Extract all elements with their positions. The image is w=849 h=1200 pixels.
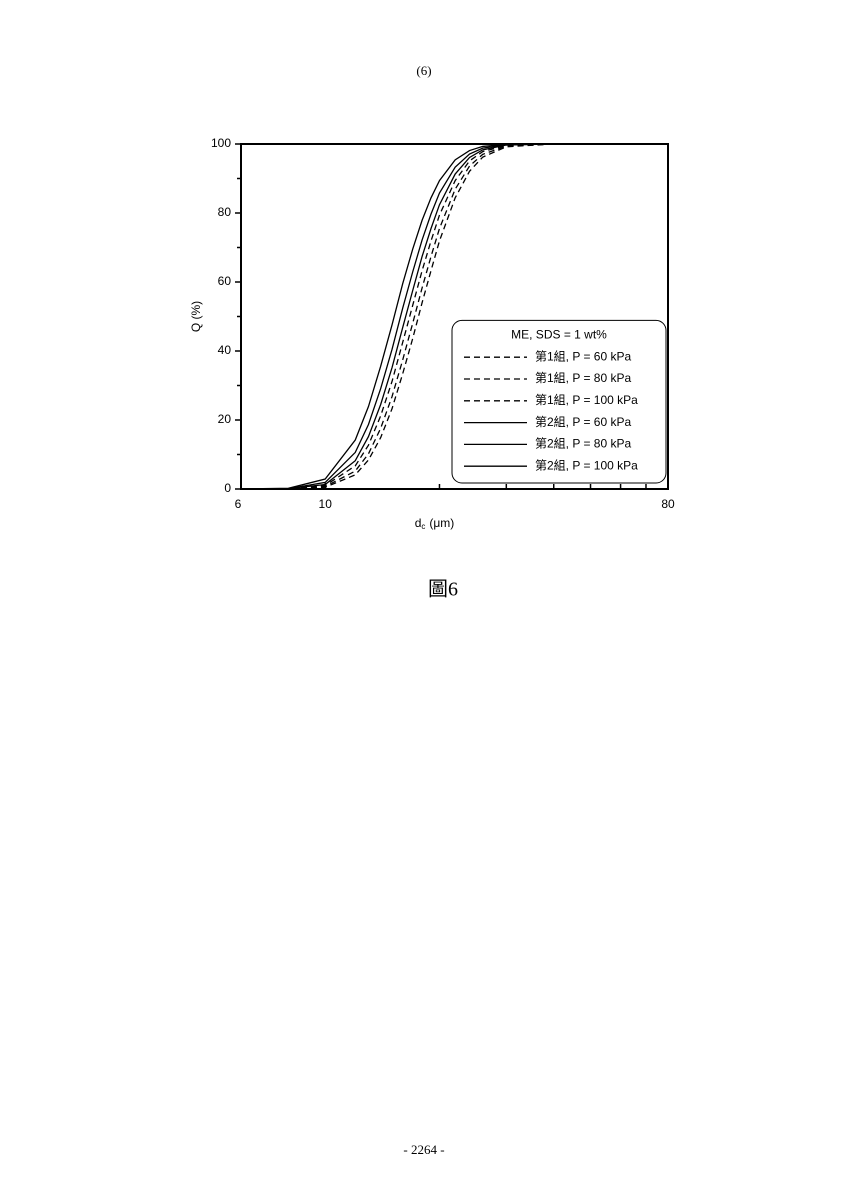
y-tick-label: 80: [218, 205, 232, 219]
y-tick-label: 100: [211, 136, 231, 150]
legend-label: 第1組, P = 80 kPa: [535, 371, 631, 385]
figure-caption: 圖6: [428, 579, 458, 601]
legend-title: ME, SDS = 1 wt%: [511, 328, 607, 342]
y-axis-label: Q (%): [189, 301, 203, 332]
x-tick-label: 80: [661, 497, 675, 511]
legend-label: 第1組, P = 60 kPa: [535, 349, 631, 363]
x-axis-label-unit: (μm): [429, 516, 454, 530]
legend-label: 第2組, P = 100 kPa: [535, 458, 638, 472]
x-axis-label-sub: c: [421, 522, 425, 531]
legend-label: 第1組, P = 100 kPa: [535, 393, 638, 407]
y-tick-label: 0: [224, 481, 231, 495]
page-number: - 2264 -: [403, 1142, 444, 1157]
legend-label: 第2組, P = 80 kPa: [535, 437, 631, 451]
legend-label: 第2組, P = 60 kPa: [535, 415, 631, 429]
x-tick-label: 6: [235, 497, 242, 511]
document: (6) 圖6 - 2264 - 0 20 40 60 80 100 6 10 80 Q (%) dc…: [0, 0, 849, 1200]
page-marker: (6): [416, 63, 431, 78]
x-axis-label-main: d: [415, 516, 422, 530]
x-axis-label: dc (μm): [415, 516, 455, 531]
x-tick-label: 10: [319, 497, 333, 511]
y-tick-label: 60: [218, 274, 232, 288]
y-tick-label: 20: [218, 412, 232, 426]
y-tick-label: 40: [218, 343, 232, 357]
page: (6) 圖6 - 2264 - 0 20 40 60 80 100 6 10 80 Q (%) dc…: [0, 0, 849, 1200]
chart: 0 20 40 60 80 100 6 10 80 Q (%) dc (μm) ME, SDS = 1 …: [189, 136, 675, 531]
